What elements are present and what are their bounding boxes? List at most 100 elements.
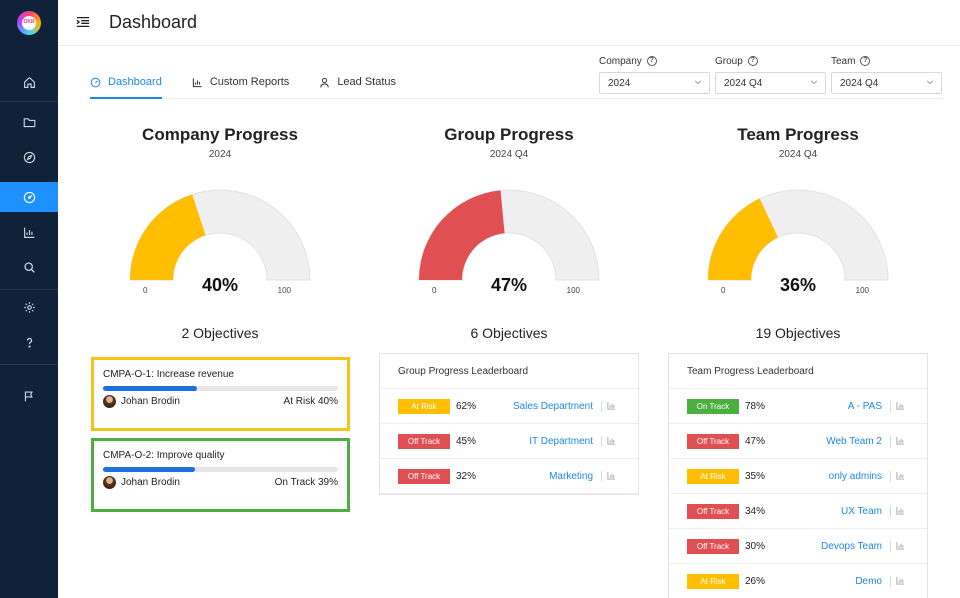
leaderboard-row: Off Track 45% IT Department — [380, 424, 638, 459]
row-divider — [601, 401, 602, 412]
gauge-min-label: 0 — [432, 286, 437, 295]
tab-lead-status[interactable]: Lead Status — [319, 72, 396, 92]
bar-chart-icon[interactable] — [896, 471, 905, 480]
team-progress-period: 2024 Q4 — [778, 149, 818, 160]
gauge-value: 36% — [779, 275, 817, 295]
gauge-value: 40% — [201, 275, 239, 295]
company-select[interactable]: 2024 — [599, 72, 710, 94]
row-divider — [601, 471, 602, 482]
status-badge: At Risk — [687, 573, 739, 589]
row-name-link[interactable]: Demo — [855, 575, 882, 587]
bar-chart-icon[interactable] — [896, 541, 905, 550]
row-divider — [890, 541, 891, 552]
row-percent: 47% — [745, 435, 766, 447]
objective-progress-fill — [103, 467, 195, 472]
sidebar-item-folders[interactable] — [0, 107, 58, 137]
bar-chart-icon — [192, 77, 202, 87]
tab-custom-reports[interactable]: Custom Reports — [192, 72, 289, 92]
gauge-fill — [708, 198, 778, 280]
group-gauge: 47% 0 100 — [416, 186, 602, 296]
leaderboard-row: At Risk 26% Demo — [669, 564, 927, 598]
row-percent: 30% — [745, 540, 766, 552]
objective-card[interactable]: CMPA-O-1: Increase revenue Johan Brodin … — [91, 357, 350, 431]
tab-bar: Dashboard Custom Reports Lead Status — [90, 72, 426, 99]
row-divider — [890, 401, 891, 412]
status-badge: On Track — [687, 398, 739, 414]
row-name-link[interactable]: Marketing — [549, 470, 593, 482]
sidebar-item-help[interactable] — [0, 327, 58, 357]
gauge-max-label: 100 — [566, 286, 580, 295]
objective-status: At Risk 40% — [283, 396, 338, 407]
bar-chart-icon[interactable] — [607, 401, 616, 410]
objective-title: CMPA-O-2: Improve quality — [103, 450, 225, 461]
bar-chart-icon[interactable] — [896, 506, 905, 515]
avatar — [103, 395, 116, 408]
group-progress-header: Group Progress 2024 Q4 — [379, 125, 639, 160]
bar-chart-icon[interactable] — [607, 471, 616, 480]
row-name-link[interactable]: Sales Department — [512, 400, 593, 412]
leaderboard-row: Off Track 34% UX Team — [669, 494, 927, 529]
sidebar-item-explore[interactable] — [0, 142, 58, 172]
gauge-fill — [419, 190, 505, 280]
row-name-link[interactable]: UX Team — [841, 505, 882, 517]
team-select[interactable]: 2024 Q4 — [831, 72, 942, 94]
group-select[interactable]: 2024 Q4 — [715, 72, 826, 94]
bar-chart-icon[interactable] — [896, 436, 905, 445]
team-progress-title: Team Progress — [737, 125, 859, 144]
help-icon[interactable]: ? — [747, 56, 758, 66]
sidebar-item-search[interactable] — [0, 252, 58, 282]
objective-progress-bar — [103, 386, 338, 391]
user-icon — [320, 77, 330, 87]
app-logo[interactable]: OKR — [17, 11, 41, 35]
row-name-link[interactable]: only admins — [828, 470, 882, 482]
row-percent: 32% — [456, 470, 477, 482]
gauge-min-label: 0 — [721, 286, 726, 295]
help-icon[interactable]: ? — [860, 56, 871, 66]
compass-icon — [23, 151, 35, 163]
bar-chart-icon[interactable] — [896, 401, 905, 410]
bar-chart-icon[interactable] — [896, 576, 905, 585]
row-name-link[interactable]: IT Department — [529, 435, 593, 447]
sidebar-item-flags[interactable] — [0, 381, 58, 411]
row-divider — [890, 471, 891, 482]
leaderboard-row: Off Track 32% Marketing — [380, 459, 638, 494]
chevron-down-icon — [810, 80, 818, 85]
gauge-max-label: 100 — [277, 286, 291, 295]
row-name-link[interactable]: Devops Team — [821, 540, 882, 552]
folder-icon — [23, 117, 35, 127]
status-badge: Off Track — [398, 468, 450, 484]
sidebar-item-home[interactable] — [0, 67, 58, 97]
leaderboard-row: At Risk 35% only admins — [669, 459, 927, 494]
objective-card[interactable]: CMPA-O-2: Improve quality Johan Brodin O… — [91, 438, 350, 512]
page-title: Dashboard — [109, 12, 198, 32]
gauge-value: 47% — [490, 275, 528, 295]
menu-collapse-icon[interactable] — [76, 15, 90, 29]
sidebar-item-dashboard[interactable] — [0, 182, 58, 212]
bar-chart-icon[interactable] — [607, 436, 616, 445]
group-objectives-count: 6 Objectives — [470, 325, 548, 341]
row-divider — [890, 576, 891, 587]
help-icon[interactable]: ? — [646, 56, 657, 66]
sidebar-item-settings[interactable] — [0, 292, 58, 322]
team-filter-label: Team — [831, 55, 856, 67]
status-badge: At Risk — [398, 398, 450, 414]
team-gauge: 36% 0 100 — [705, 186, 891, 296]
status-badge: At Risk — [687, 468, 739, 484]
objective-owner: Johan Brodin — [121, 477, 180, 488]
company-progress-header: Company Progress 2024 — [90, 125, 350, 160]
row-name-link[interactable]: A - PAS — [847, 400, 882, 412]
objective-progress-fill — [103, 386, 197, 391]
avatar — [103, 476, 116, 489]
company-objectives-count: 2 Objectives — [181, 325, 259, 341]
home-icon — [23, 76, 35, 88]
group-filter: Group? 2024 Q4 — [715, 55, 826, 94]
sidebar-item-reports[interactable] — [0, 217, 58, 247]
company-filter: Company? 2024 — [599, 55, 710, 94]
objective-owner: Johan Brodin — [121, 396, 180, 407]
gauge-icon — [90, 77, 101, 87]
chevron-down-icon — [926, 80, 934, 85]
row-name-link[interactable]: Web Team 2 — [826, 435, 882, 447]
tab-dashboard[interactable]: Dashboard — [90, 72, 162, 92]
leaderboard-row: Off Track 47% Web Team 2 — [669, 424, 927, 459]
team-objectives-count: 19 Objectives — [755, 325, 841, 341]
